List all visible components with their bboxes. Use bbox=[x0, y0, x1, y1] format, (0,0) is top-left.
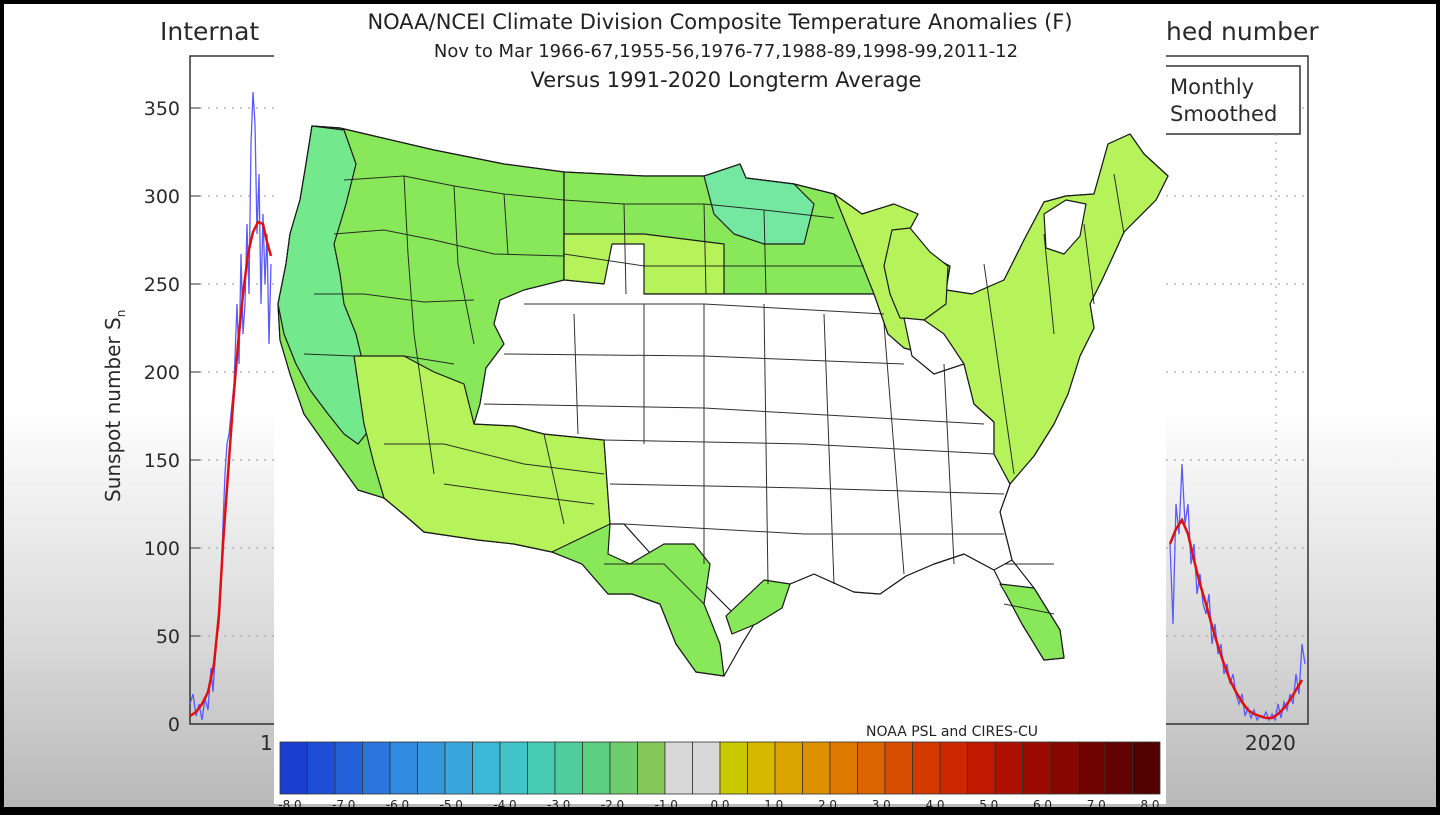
map-title-line2: Nov to Mar 1966-67,1955-56,1976-77,1988-… bbox=[434, 41, 1018, 62]
colorbar-label: -1.0 bbox=[655, 798, 678, 807]
sunspot-smoothed-left bbox=[189, 220, 273, 718]
colorbar-swatch bbox=[444, 741, 473, 795]
colorbar-swatch bbox=[1132, 741, 1161, 795]
colorbar-swatch bbox=[417, 741, 446, 795]
colorbar-label: -5.0 bbox=[440, 798, 463, 807]
sunspot-ytick-label: 50 bbox=[156, 626, 180, 648]
colorbar-swatch bbox=[609, 741, 638, 795]
sunspot-chart: Internat hed number 0 50 100 150 200 250 300 35… bbox=[101, 17, 1319, 755]
sunspot-xtick-left: 1 bbox=[260, 731, 273, 755]
region-pacific-coast bbox=[277, 125, 375, 445]
colorbar-swatch bbox=[939, 741, 968, 795]
region-minnesota bbox=[703, 163, 815, 245]
region-gulf-coast-texas bbox=[725, 579, 791, 635]
colorbar-swatch bbox=[1049, 741, 1078, 795]
map-title-line3: Versus 1991-2020 Longterm Average bbox=[531, 68, 922, 92]
colorbar-label: -7.0 bbox=[332, 798, 355, 807]
colorbar-labels: -8.0 -7.0 -6.0 -5.0 -4.0 -3.0 -2.0 -1.0 0.0 1.0 2.… bbox=[278, 798, 1159, 807]
colorbar-swatch bbox=[362, 741, 391, 795]
colorbar-swatch bbox=[499, 741, 528, 795]
colorbar-swatch bbox=[637, 741, 666, 795]
colorbar-swatch bbox=[582, 741, 611, 795]
map-title-line1: NOAA/NCEI Climate Division Composite Tem… bbox=[367, 10, 1072, 34]
sunspot-monthly-left bbox=[189, 91, 272, 721]
region-michigan bbox=[883, 227, 949, 321]
sunspot-legend bbox=[1161, 65, 1301, 135]
colorbar-swatch bbox=[527, 741, 556, 795]
colorbar-label: 6.0 bbox=[1033, 798, 1052, 807]
colorbar-label: -6.0 bbox=[386, 798, 409, 807]
colorbar-label: -8.0 bbox=[278, 798, 301, 807]
region-great-lakes bbox=[833, 133, 1169, 485]
colorbar-label: -3.0 bbox=[547, 798, 570, 807]
division-lines bbox=[303, 173, 1125, 615]
colorbar-label: -2.0 bbox=[601, 798, 624, 807]
sunspot-ytick-label: 0 bbox=[168, 714, 180, 736]
colorbar-swatch bbox=[334, 741, 363, 795]
colorbar-label: 7.0 bbox=[1087, 798, 1106, 807]
sunspot-ytick-label: 350 bbox=[144, 98, 180, 120]
colorbar-label: -4.0 bbox=[493, 798, 516, 807]
colorbar-swatch bbox=[279, 741, 308, 795]
colorbar-label: 2.0 bbox=[818, 798, 837, 807]
sunspot-monthly-right bbox=[1169, 463, 1306, 723]
colorbar-swatch bbox=[747, 741, 776, 795]
sunspot-ylabel: Sunspot number Sn bbox=[101, 310, 128, 502]
sunspot-title-left: Internat bbox=[160, 17, 259, 46]
colorbar-swatch bbox=[912, 741, 941, 795]
colorbar-swatch bbox=[472, 741, 501, 795]
colorbar-swatch bbox=[1104, 741, 1133, 795]
region-central-neutral bbox=[473, 243, 1013, 625]
sunspot-ytick-label: 150 bbox=[144, 450, 180, 472]
colorbar-swatch bbox=[884, 741, 913, 795]
colorbar-swatch bbox=[389, 741, 418, 795]
colorbar-swatch bbox=[829, 741, 858, 795]
colorbar-label: 1.0 bbox=[764, 798, 783, 807]
region-northeast-neutral bbox=[1043, 199, 1087, 255]
region-texas bbox=[551, 523, 725, 677]
colorbar-swatch bbox=[994, 741, 1023, 795]
region-florida bbox=[999, 583, 1065, 661]
colorbar-swatch bbox=[1022, 741, 1051, 795]
sunspot-smoothed-right bbox=[1168, 517, 1304, 720]
colorbar-swatch bbox=[664, 741, 693, 795]
colorbar-swatch bbox=[857, 741, 886, 795]
colorbar-label: 5.0 bbox=[979, 798, 998, 807]
colorbar-swatch bbox=[967, 741, 996, 795]
sunspot-ytick-label: 100 bbox=[144, 538, 180, 560]
sunspot-ytick-label: 200 bbox=[144, 362, 180, 384]
sunspot-xtick-right: 2020 bbox=[1245, 731, 1296, 755]
colorbar-swatch bbox=[692, 741, 721, 795]
colorbar-swatch bbox=[802, 741, 831, 795]
sunspot-yticks: 0 50 100 150 200 250 300 350 bbox=[144, 98, 1308, 736]
legend-smoothed: Smoothed bbox=[1170, 102, 1277, 126]
colorbar-label: 3.0 bbox=[872, 798, 891, 807]
colorbar-label: 0.0 bbox=[710, 798, 729, 807]
video-frame: Internat hed number 0 50 100 150 200 250 300 35… bbox=[4, 4, 1436, 807]
colorbar-swatch bbox=[774, 741, 803, 795]
colorbar-label: 8.0 bbox=[1140, 798, 1159, 807]
colorbar-swatch bbox=[307, 741, 336, 795]
colorbar-swatch bbox=[1077, 741, 1106, 795]
sunspot-title-right: hed number bbox=[1166, 17, 1319, 46]
us-climate-division-map bbox=[277, 125, 1169, 677]
sunspot-ytick-label: 300 bbox=[144, 186, 180, 208]
scene: Internat hed number 0 50 100 150 200 250 300 35… bbox=[101, 4, 1319, 807]
colorbar-swatch bbox=[554, 741, 583, 795]
region-ohio-neutral bbox=[903, 317, 965, 375]
map-credit: NOAA PSL and CIRES-CU bbox=[866, 724, 1038, 740]
colorbar-swatch bbox=[719, 741, 748, 795]
colorbar-label: 4.0 bbox=[925, 798, 944, 807]
legend-monthly: Monthly bbox=[1170, 75, 1254, 99]
colorbar bbox=[279, 741, 1161, 795]
sunspot-ytick-label: 250 bbox=[144, 274, 180, 296]
